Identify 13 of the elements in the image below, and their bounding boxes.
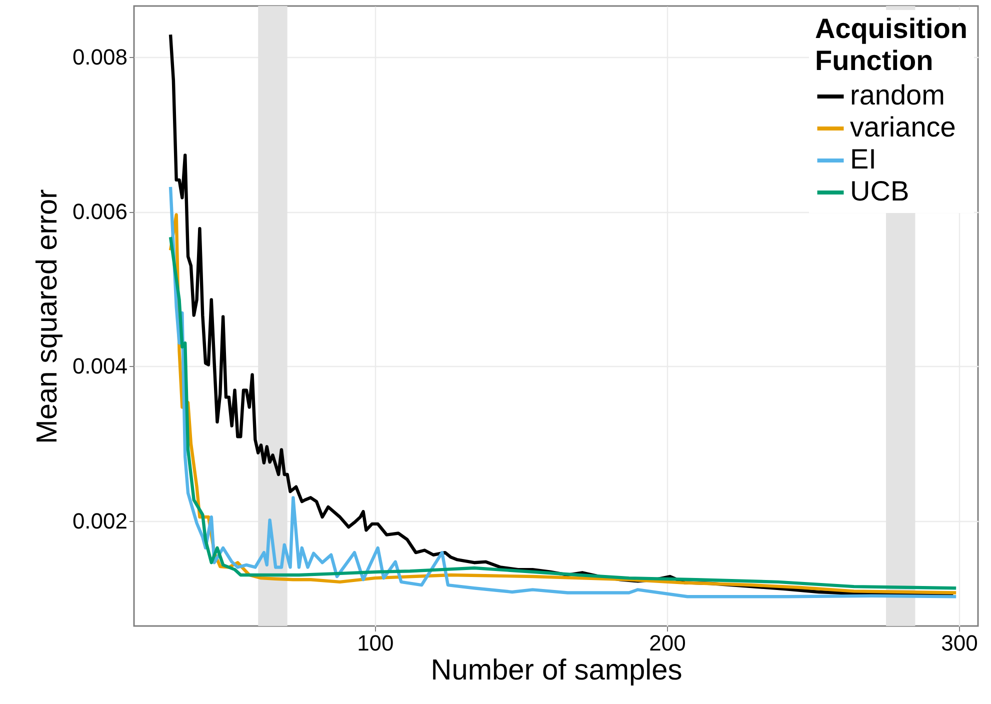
x-axis-title: Number of samples bbox=[430, 654, 682, 686]
legend-label: EI bbox=[850, 144, 876, 174]
legend-label: variance bbox=[850, 112, 956, 142]
x-tick-label: 200 bbox=[649, 630, 686, 656]
y-tick-label: 0.002 bbox=[72, 508, 128, 534]
y-tick-label: 0.004 bbox=[72, 354, 128, 379]
y-tick-label: 0.006 bbox=[72, 199, 128, 224]
x-tick-label: 300 bbox=[941, 630, 978, 656]
x-tick-label: 100 bbox=[357, 630, 394, 656]
y-tick-label: 0.008 bbox=[72, 44, 128, 70]
y-axis-title: Mean squared error bbox=[31, 188, 64, 444]
legend-label: UCB bbox=[850, 176, 910, 206]
legend-label: random bbox=[850, 80, 945, 110]
